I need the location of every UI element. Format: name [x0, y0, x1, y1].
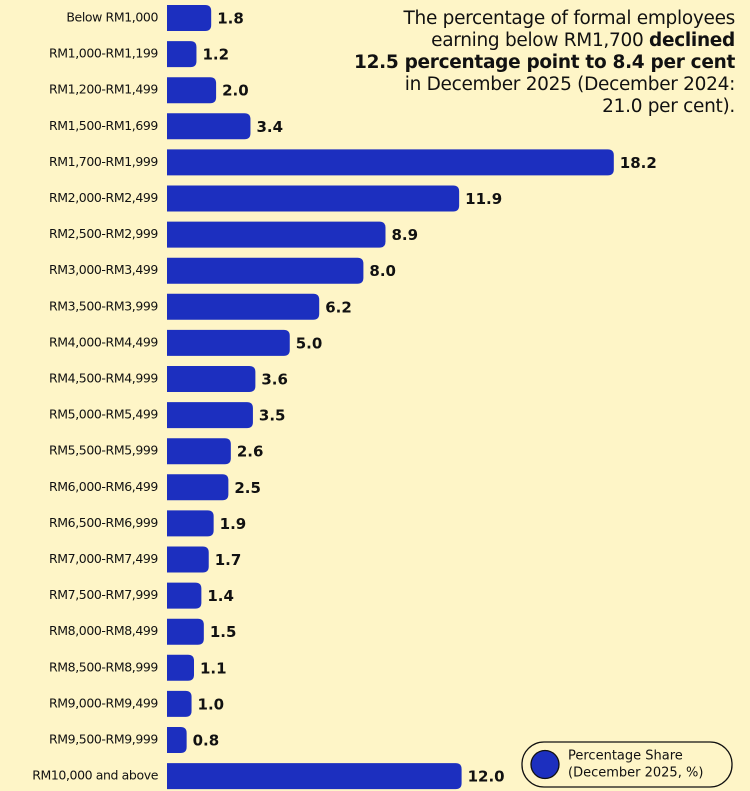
bar [167, 546, 209, 573]
category-label: RM5,000-RM5,499 [49, 407, 158, 422]
value-label: 1.9 [220, 515, 247, 533]
category-label: RM4,000-RM4,499 [49, 334, 158, 349]
value-label: 0.8 [193, 732, 220, 750]
bar [167, 654, 195, 681]
value-label: 8.9 [391, 226, 418, 244]
category-label: RM9,500-RM9,999 [49, 732, 158, 747]
bar [167, 510, 214, 537]
bar [167, 366, 256, 392]
annotation-text: earning below RM1,700 [431, 30, 649, 51]
annotation-line: The percentage of formal employees [403, 8, 735, 29]
annotation-text: 12.5 percentage point to 8.4 per cent [354, 52, 735, 73]
category-label: RM7,000-RM7,499 [49, 551, 158, 566]
legend-label: Percentage Share [568, 749, 683, 764]
category-label: Below RM1,000 [66, 10, 158, 25]
value-label: 3.4 [256, 118, 283, 136]
value-label: 1.1 [200, 659, 227, 677]
bar [167, 474, 229, 501]
category-label: RM1,200-RM1,499 [49, 82, 158, 97]
value-label: 8.0 [369, 262, 396, 280]
category-label: RM7,500-RM7,999 [49, 587, 158, 602]
legend-marker [530, 749, 560, 780]
category-label: RM2,500-RM2,999 [49, 226, 158, 241]
bar [167, 113, 251, 140]
category-label: RM1,500-RM1,699 [49, 118, 158, 133]
bar [167, 77, 217, 104]
bar [167, 727, 187, 753]
bar [167, 329, 290, 356]
category-label: RM8,000-RM8,499 [49, 623, 158, 638]
value-label: 3.6 [261, 371, 288, 389]
value-label: 1.2 [202, 46, 229, 64]
bar [167, 221, 386, 248]
category-label: RM3,500-RM3,999 [49, 298, 158, 313]
value-label: 3.5 [259, 407, 286, 425]
bar [167, 582, 202, 609]
category-label: RM4,500-RM4,999 [49, 371, 158, 386]
bar [167, 149, 614, 176]
value-label: 1.8 [217, 10, 244, 28]
value-label: 18.2 [620, 154, 657, 172]
value-label: 1.7 [215, 551, 242, 569]
annotation-text: declined [649, 30, 735, 51]
legend-box [521, 741, 733, 788]
value-label: 11.9 [465, 190, 502, 208]
category-label: RM6,000-RM6,499 [49, 479, 158, 494]
category-label: RM1,000-RM1,199 [49, 46, 158, 61]
bar [167, 402, 253, 429]
annotation-line: 12.5 percentage point to 8.4 per cent [354, 52, 735, 73]
annotation-line: earning below RM1,700 declined [431, 30, 735, 51]
bar [167, 257, 364, 284]
bar [167, 41, 197, 68]
value-label: 6.2 [325, 298, 352, 316]
category-label: RM8,500-RM8,999 [49, 659, 158, 674]
bar [167, 5, 212, 31]
annotation-line: 21.0 per cent). [602, 96, 735, 117]
category-label: RM9,000-RM9,499 [49, 695, 158, 710]
category-label: RM6,500-RM6,999 [49, 515, 158, 530]
bar [167, 763, 462, 790]
category-label: RM5,500-RM5,999 [49, 443, 158, 458]
value-label: 2.6 [237, 443, 264, 461]
category-label: RM10,000 and above [32, 768, 159, 783]
value-label: 1.0 [198, 695, 225, 713]
annotation-line: in December 2025 (December 2024: [405, 74, 735, 95]
value-label: 1.4 [207, 587, 234, 605]
legend-note: (December 2025, %) [568, 766, 703, 781]
category-label: RM2,000-RM2,499 [49, 190, 158, 205]
annotation-text: The percentage of formal employees [403, 8, 735, 29]
category-label: RM3,000-RM3,499 [49, 262, 158, 277]
annotation-text: 21.0 per cent). [602, 96, 735, 117]
annotation-text: in December 2025 (December 2024: [405, 74, 735, 95]
bar [167, 185, 460, 212]
value-label: 5.0 [296, 334, 323, 352]
bar [167, 438, 231, 465]
value-label: 2.5 [234, 479, 261, 497]
value-label: 12.0 [468, 768, 505, 786]
bar [167, 690, 192, 717]
bar [167, 293, 320, 320]
category-label: RM1,700-RM1,999 [49, 154, 158, 169]
value-label: 1.5 [210, 623, 237, 641]
bar [167, 618, 204, 645]
value-label: 2.0 [222, 82, 249, 100]
